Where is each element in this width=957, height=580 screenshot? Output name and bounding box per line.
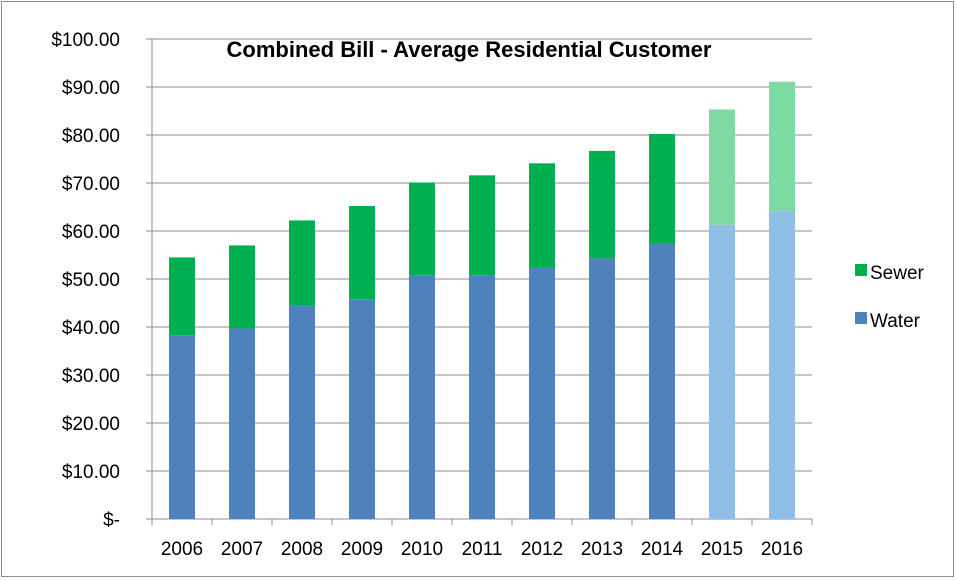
bar-water-2008	[289, 305, 315, 519]
y-tick-label: $20.00	[62, 414, 120, 435]
x-tick-label: 2008	[281, 539, 323, 560]
x-tick-label: 2009	[341, 539, 383, 560]
bar-sewer-2015	[709, 109, 735, 225]
x-tick-label: 2007	[221, 539, 263, 560]
bar-sewer-2009	[349, 206, 375, 300]
bar-water-2016	[769, 211, 795, 520]
y-tick-label: $90.00	[62, 78, 120, 99]
y-tick-label: $-	[103, 510, 120, 531]
gridlines	[152, 38, 812, 472]
bars	[169, 81, 795, 520]
bar-water-2014	[649, 243, 675, 519]
bar-sewer-2014	[649, 134, 675, 243]
legend: Sewer Water	[855, 263, 925, 332]
bar-sewer-2012	[529, 163, 555, 267]
legend-swatch-water	[855, 312, 867, 324]
x-tick-labels: 2006 2007 2008 2009 2010 2011 2012 2013 2014 2015…	[161, 539, 803, 560]
bar-sewer-2007	[229, 245, 255, 329]
x-tick-label: 2015	[701, 539, 743, 560]
bar-water-2007	[229, 328, 255, 519]
y-tick-labels: $- $10.00 $20.00 $30.00 $40.00 $50.00 $60.00 $7…	[51, 30, 120, 531]
x-tick-label: 2010	[401, 539, 443, 560]
y-tick-label: $70.00	[62, 174, 120, 195]
bar-sewer-2006	[169, 257, 195, 336]
bar-water-2009	[349, 299, 375, 519]
y-tick-label: $50.00	[62, 270, 120, 291]
bar-sewer-2016	[769, 81, 795, 212]
x-tick-label: 2013	[581, 539, 623, 560]
bar-water-2011	[469, 275, 495, 519]
y-tick-label: $80.00	[62, 126, 120, 147]
x-tick-label: 2006	[161, 539, 203, 560]
y-tick-label: $100.00	[51, 30, 120, 51]
y-tick-label: $40.00	[62, 318, 120, 339]
bar-sewer-2011	[469, 175, 495, 276]
chart-title: Combined Bill - Average Residential Cust…	[227, 37, 712, 62]
x-tick-label: 2016	[761, 539, 803, 560]
legend-label-sewer: Sewer	[870, 263, 925, 284]
x-tick-label: 2011	[462, 539, 503, 560]
bar-sewer-2013	[589, 150, 615, 259]
legend-label-water: Water	[870, 311, 921, 332]
x-tick-label: 2014	[641, 539, 684, 560]
y-tick-label: $30.00	[62, 366, 120, 387]
bar-water-2012	[529, 267, 555, 519]
bar-sewer-2008	[289, 220, 315, 306]
y-tick-label: $60.00	[62, 222, 120, 243]
bar-water-2013	[589, 258, 615, 519]
bar-sewer-2010	[409, 182, 435, 276]
bar-water-2010	[409, 275, 435, 519]
bar-water-2015	[709, 224, 735, 519]
legend-swatch-sewer	[855, 264, 867, 276]
y-tick-label: $10.00	[62, 462, 120, 483]
bar-water-2006	[169, 335, 195, 519]
x-tick-label: 2012	[521, 539, 563, 560]
